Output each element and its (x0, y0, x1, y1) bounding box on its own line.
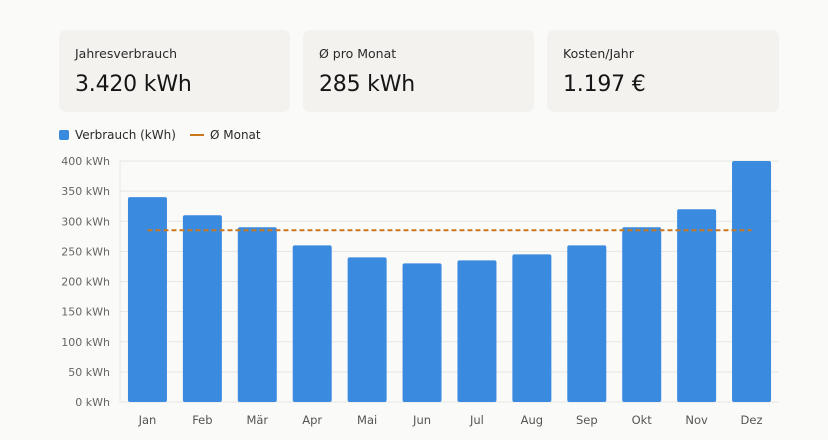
bar (732, 161, 772, 402)
card-label: Kosten/Jahr (563, 46, 634, 61)
chart-grid (119, 160, 779, 403)
bar (457, 260, 497, 402)
x-tick-label: Feb (192, 413, 212, 427)
y-tick-label: 150 kWh (61, 306, 110, 319)
y-tick-label: 400 kWh (61, 155, 110, 168)
y-tick-label: 350 kWh (61, 185, 110, 198)
y-tick-label: 200 kWh (61, 276, 110, 289)
y-tick-label: 100 kWh (61, 336, 110, 349)
x-tick-label: Sep (576, 413, 598, 427)
x-tick-label: Mär (246, 413, 268, 427)
bar (347, 257, 387, 402)
bar (237, 227, 277, 402)
bar (622, 227, 662, 402)
legend-label: Verbrauch (kWh) (75, 128, 176, 142)
card-annual-consumption: Jahresverbrauch 3.420 kWh (59, 30, 290, 112)
card-value: 1.197 € (563, 72, 646, 97)
x-tick-label: Dez (741, 413, 763, 427)
card-value: 285 kWh (319, 72, 416, 97)
bar (292, 245, 332, 402)
x-tick-label: Apr (302, 413, 322, 427)
legend-label: Ø Monat (210, 128, 261, 142)
x-tick-label: Jun (412, 413, 431, 427)
bar (567, 245, 607, 402)
x-tick-label: Mai (357, 413, 377, 427)
y-tick-label: 250 kWh (61, 245, 110, 258)
y-tick-label: 300 kWh (61, 215, 110, 228)
x-tick-label: Jul (469, 413, 484, 427)
card-value: 3.420 kWh (75, 72, 192, 97)
dashed-line-icon (190, 134, 204, 136)
card-label: Ø pro Monat (319, 46, 397, 61)
bar (182, 215, 222, 402)
x-tick-label: Aug (521, 413, 543, 427)
y-tick-label: 50 kWh (68, 366, 110, 379)
bar (512, 254, 552, 402)
y-tick-label: 0 kWh (75, 396, 110, 409)
bar (402, 263, 442, 402)
x-tick-label: Nov (685, 413, 708, 427)
card-label: Jahresverbrauch (75, 46, 178, 61)
card-annual-cost: Kosten/Jahr 1.197 € (547, 30, 779, 112)
summary-cards: Jahresverbrauch 3.420 kWh Ø pro Monat 28… (59, 30, 779, 112)
bar-swatch-icon (59, 130, 69, 140)
x-tick-label: Okt (632, 413, 653, 427)
bar (127, 197, 167, 402)
card-monthly-average: Ø pro Monat 285 kWh (303, 30, 534, 112)
chart-bars (127, 161, 772, 402)
bar (677, 209, 717, 402)
x-axis-ticks: Jan Feb Mär Apr Mai Jun Jul Aug Sep Okt Nov Dez (138, 413, 763, 427)
x-tick-label: Jan (138, 413, 157, 427)
y-axis-ticks: 0 kWh 50 kWh 100 kWh 150 kWh 200 kWh 250 kWh 3… (61, 155, 110, 409)
